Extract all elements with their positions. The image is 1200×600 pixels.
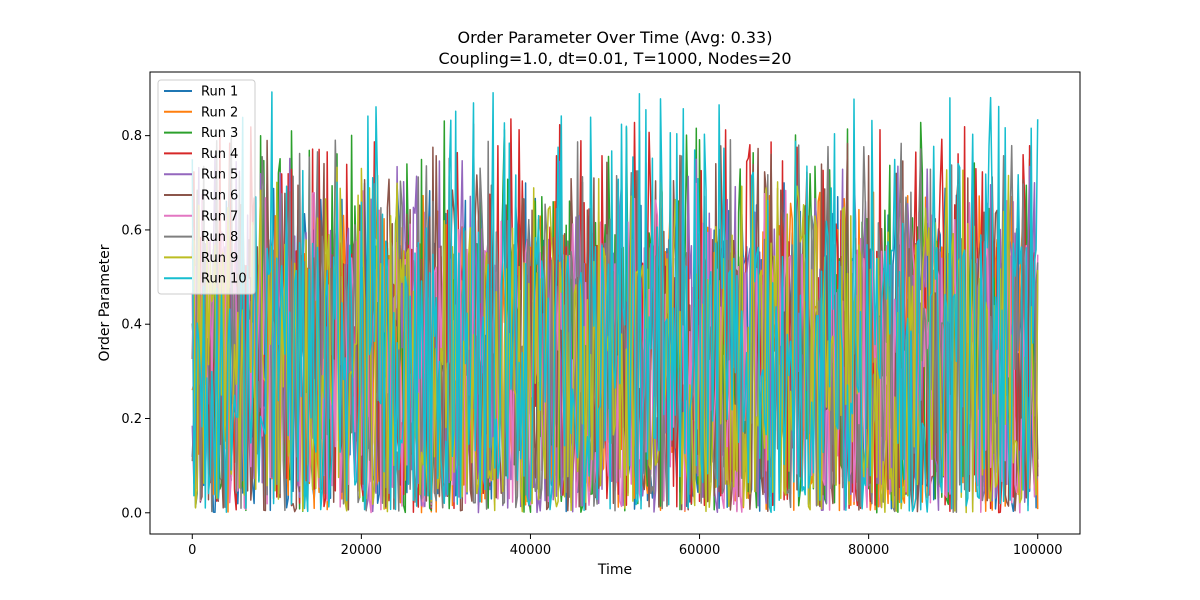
- y-axis-label: Order Parameter: [97, 244, 113, 361]
- plot-frame: [149, 71, 1081, 535]
- x-tick-label: 60000: [679, 543, 720, 558]
- y-tick-label: 0.4: [121, 318, 142, 333]
- legend-label: Run 7: [201, 209, 238, 224]
- legend-label: Run 3: [201, 126, 238, 141]
- legend-label: Run 8: [201, 230, 238, 245]
- x-tick-label: 100000: [1013, 543, 1063, 558]
- x-tick-label: 0: [188, 543, 196, 558]
- x-axis: 0 20000 40000 60000 80000 100000: [188, 534, 1063, 558]
- series-line-run-10: [191, 91, 1039, 514]
- series-layer: [191, 91, 1039, 514]
- legend-label: Run 9: [201, 251, 238, 266]
- x-axis-label: Time: [597, 562, 632, 578]
- y-tick-label: 0.0: [121, 506, 142, 521]
- y-axis: 0.0 0.2 0.4 0.6 0.8: [121, 129, 150, 521]
- x-tick-label: 80000: [848, 543, 889, 558]
- chart-title: Order Parameter Over Time (Avg: 0.33): [458, 28, 773, 47]
- x-tick-label: 20000: [341, 543, 382, 558]
- legend-label: Run 4: [201, 147, 238, 162]
- legend-label: Run 1: [201, 85, 238, 100]
- legend-label: Run 6: [201, 189, 238, 204]
- chart-subtitle: Coupling=1.0, dt=0.01, T=1000, Nodes=20: [438, 49, 791, 68]
- x-tick-label: 40000: [510, 543, 551, 558]
- legend: Run 1 Run 2 Run 3 Run 4 Run 5 Run 6 Run 7 Run 8…: [157, 79, 256, 295]
- legend-label: Run 2: [201, 105, 238, 120]
- legend-label: Run 10: [201, 272, 247, 287]
- y-tick-label: 0.6: [121, 223, 142, 238]
- y-tick-label: 0.8: [121, 129, 142, 144]
- legend-label: Run 5: [201, 168, 238, 183]
- y-tick-label: 0.2: [121, 412, 142, 427]
